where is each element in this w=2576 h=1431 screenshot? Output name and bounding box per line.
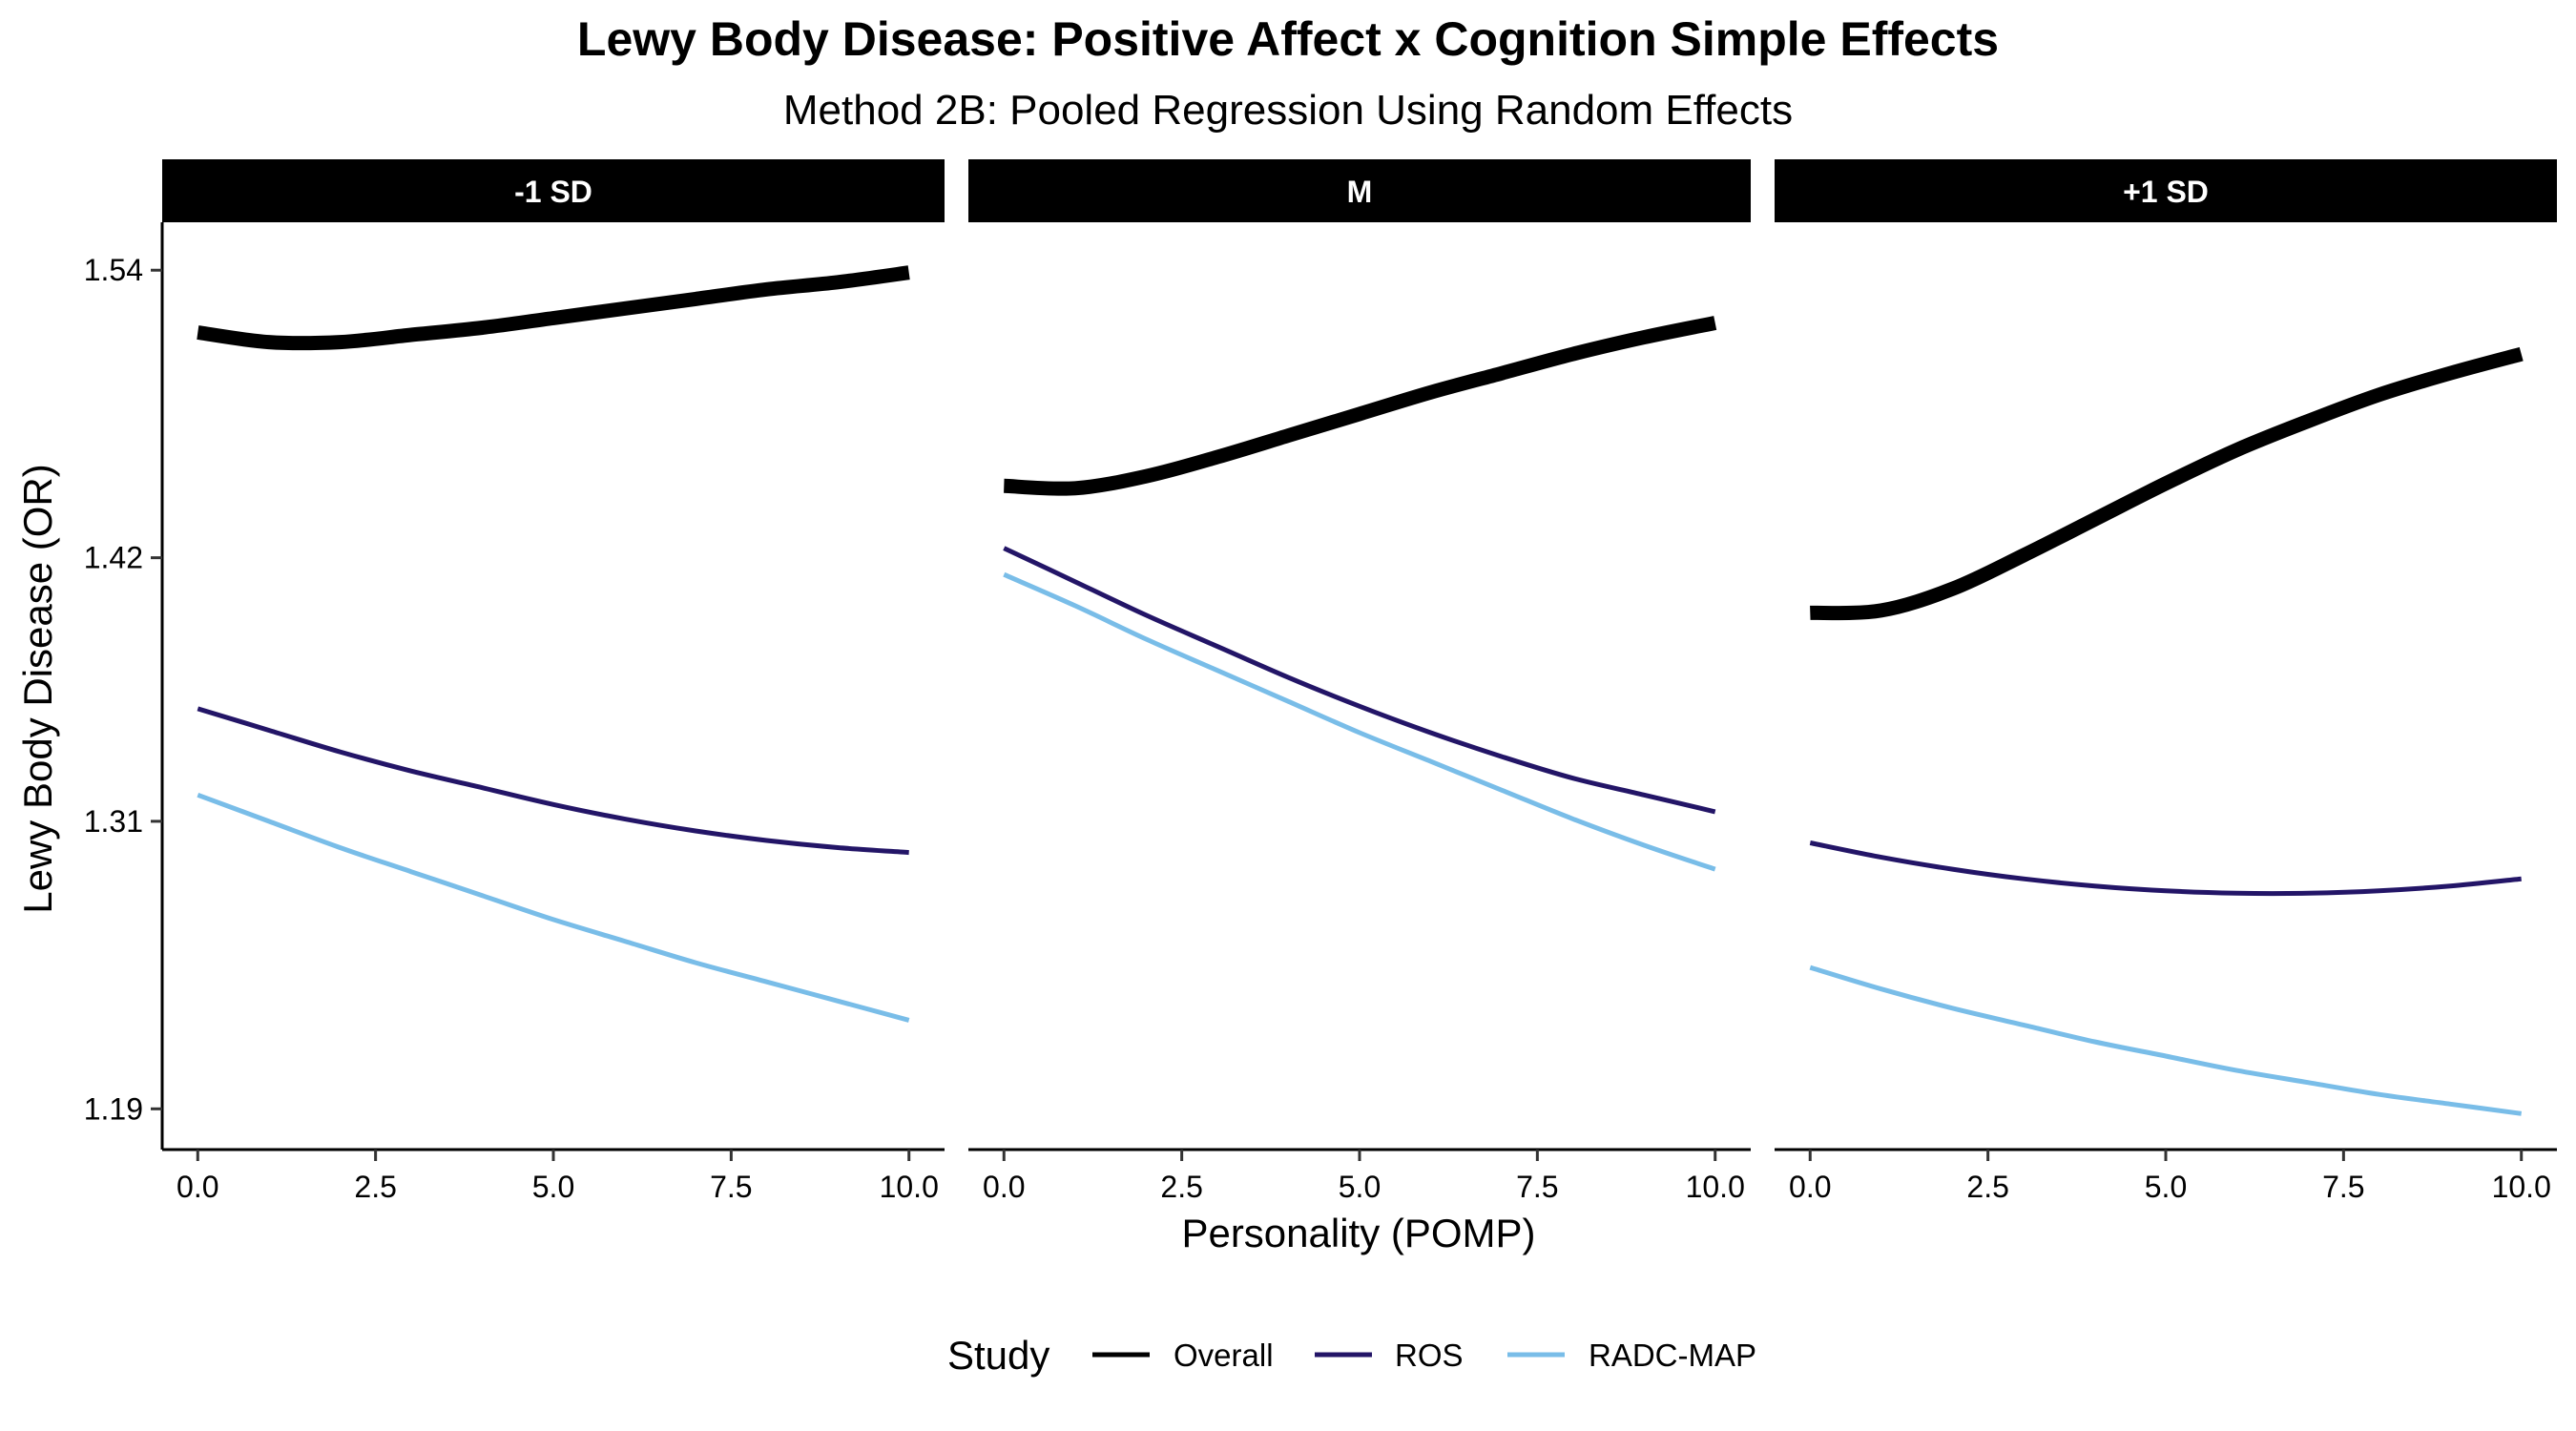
x-tick-label: 10.0 xyxy=(880,1170,939,1204)
x-tick-label: 10.0 xyxy=(2492,1170,2551,1204)
x-tick-label: 0.0 xyxy=(1789,1170,1831,1204)
facet-strip-label: M xyxy=(1347,175,1373,209)
series-line-radc-map xyxy=(1003,571,1716,872)
legend-label: ROS xyxy=(1395,1338,1464,1373)
chart-title: Lewy Body Disease: Positive Affect x Cog… xyxy=(577,12,1999,66)
x-tick-label: 2.5 xyxy=(354,1170,396,1204)
series-line-ros xyxy=(1003,546,1716,815)
legend: Study Overall ROS RADC-MAP xyxy=(947,1333,1756,1378)
chart-subtitle: Method 2B: Pooled Regression Using Rando… xyxy=(783,87,1793,134)
series-line-overall xyxy=(1810,346,2524,621)
y-tick-label: 1.42 xyxy=(84,541,143,575)
x-tick-label: 0.0 xyxy=(177,1170,218,1204)
x-tick-label: 5.0 xyxy=(532,1170,574,1204)
legend-label: RADC-MAP xyxy=(1589,1338,1756,1373)
facet-strip-label: +1 SD xyxy=(2123,175,2209,209)
facet-strip-label: -1 SD xyxy=(514,175,592,209)
series-line-ros xyxy=(197,706,909,856)
y-tick-label: 1.54 xyxy=(84,253,143,287)
x-tick-label: 5.0 xyxy=(2145,1170,2187,1204)
facet-strip xyxy=(1775,159,2557,222)
series-line-radc-map xyxy=(197,792,910,1023)
y-tick-label: 1.31 xyxy=(84,804,143,839)
series-line-radc-map xyxy=(1809,964,2523,1116)
y-tick-label: 1.19 xyxy=(84,1091,143,1126)
x-tick-label: 2.5 xyxy=(1966,1170,2008,1204)
x-tick-label: 0.0 xyxy=(983,1170,1025,1204)
facet-strip xyxy=(162,159,945,222)
facet-strip xyxy=(968,159,1751,222)
x-tick-label: 2.5 xyxy=(1160,1170,1202,1204)
facet-panel: +1 SD 0.0 2.5 5.0 7.5 10.0 xyxy=(1775,159,2557,1204)
series-line-overall xyxy=(1003,316,1717,496)
series-line-ros xyxy=(1809,840,2522,897)
x-tick-label: 7.5 xyxy=(1516,1170,1558,1204)
x-axis-title: Personality (POMP) xyxy=(1181,1211,1535,1255)
legend-title: Study xyxy=(947,1333,1049,1378)
facet-panel: -1 SD 0.0 2.5 5.0 7.5 10.0 xyxy=(162,159,945,1204)
y-axis-title: Lewy Body Disease (OR) xyxy=(15,464,60,914)
x-tick-label: 10.0 xyxy=(1686,1170,1745,1204)
y-axis: 1.19 1.31 1.42 1.54 xyxy=(84,222,164,1150)
legend-label: Overall xyxy=(1174,1338,1274,1373)
x-tick-label: 7.5 xyxy=(2322,1170,2364,1204)
series-line-overall xyxy=(197,265,910,351)
x-tick-label: 7.5 xyxy=(710,1170,752,1204)
facet-panels: -1 SD0.0 2.5 5.0 7.5 10.0M0.0 2.5 5.0 7.5 10.0+1… xyxy=(162,159,2557,1204)
x-tick-label: 5.0 xyxy=(1339,1170,1381,1204)
facet-panel: M 0.0 2.5 5.0 7.5 10.0 xyxy=(968,159,1751,1204)
